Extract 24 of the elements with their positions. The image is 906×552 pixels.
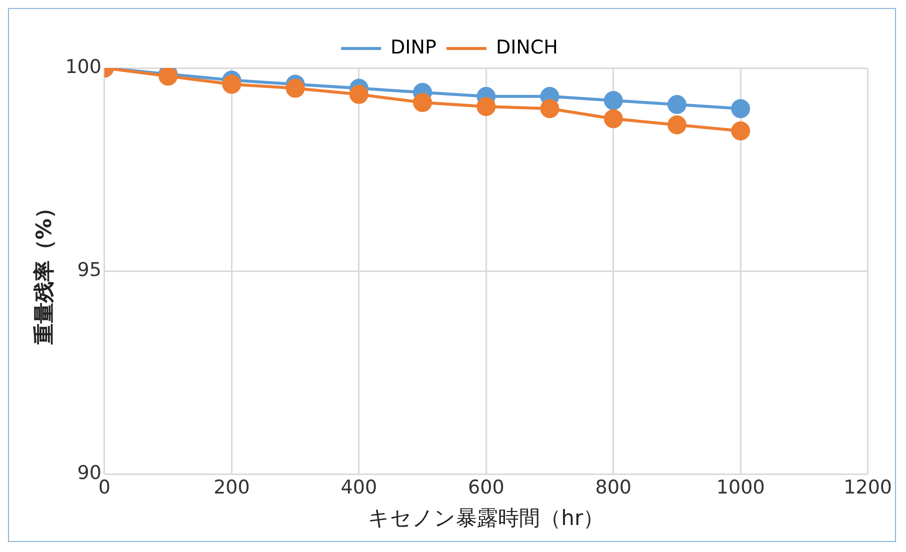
point <box>413 93 432 112</box>
point <box>286 78 305 98</box>
point <box>222 74 242 94</box>
x-tick-label: 800 <box>595 476 632 498</box>
point <box>731 99 750 118</box>
y-tick-label: 100 <box>65 56 102 78</box>
point <box>604 90 623 110</box>
x-tick-label: 1000 <box>716 476 765 498</box>
legend-label: DINCH <box>496 36 558 58</box>
point <box>667 95 686 114</box>
legend-label: DINP <box>390 36 436 58</box>
point <box>476 97 496 116</box>
point <box>604 109 623 128</box>
x-axis-title: キセノン暴露時間（hr） <box>368 506 604 530</box>
x-tick-label: 600 <box>468 476 504 498</box>
point <box>349 84 368 104</box>
x-tick-label: 200 <box>214 476 250 498</box>
point <box>540 99 560 118</box>
y-tick-label: 95 <box>77 258 102 281</box>
y-axis-title: 重量残率（%） <box>32 197 56 346</box>
x-tick-label: 1200 <box>844 476 892 498</box>
point <box>731 121 750 140</box>
x-tick-label: 400 <box>340 476 378 498</box>
point <box>667 115 686 134</box>
